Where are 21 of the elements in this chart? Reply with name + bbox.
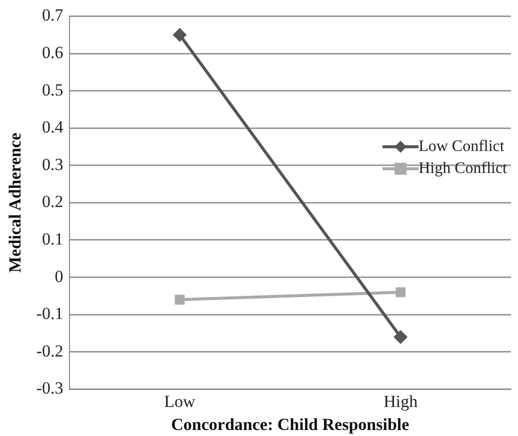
x-axis-title: Concordance: Child Responsible [171,415,410,434]
y-axis-title: Medical Adherence [6,132,25,273]
y-tick-label: 0.4 [42,118,64,137]
point [174,294,185,305]
y-tick-label: 0.6 [42,42,64,62]
point [396,287,406,298]
x-tick-label: High [384,392,418,411]
point [394,330,408,344]
y-tick-label: 0.2 [42,192,64,212]
y-tick-label: -0.1 [36,304,64,324]
y-tick-label: 0.5 [42,80,64,100]
y-tick-label: 0.7 [42,6,64,25]
x-tick-label: Low [164,392,196,411]
y-tick-label: 0.1 [42,229,64,248]
y-tick-label: -0.3 [36,378,64,398]
y-tick-label: -0.2 [36,341,64,360]
legend-label: Low Conflict [418,138,505,155]
y-tick-label: 0 [54,266,64,286]
point [172,28,187,42]
y-tick-label: 0.3 [42,154,64,174]
legend-label: High Conflict [418,160,508,177]
